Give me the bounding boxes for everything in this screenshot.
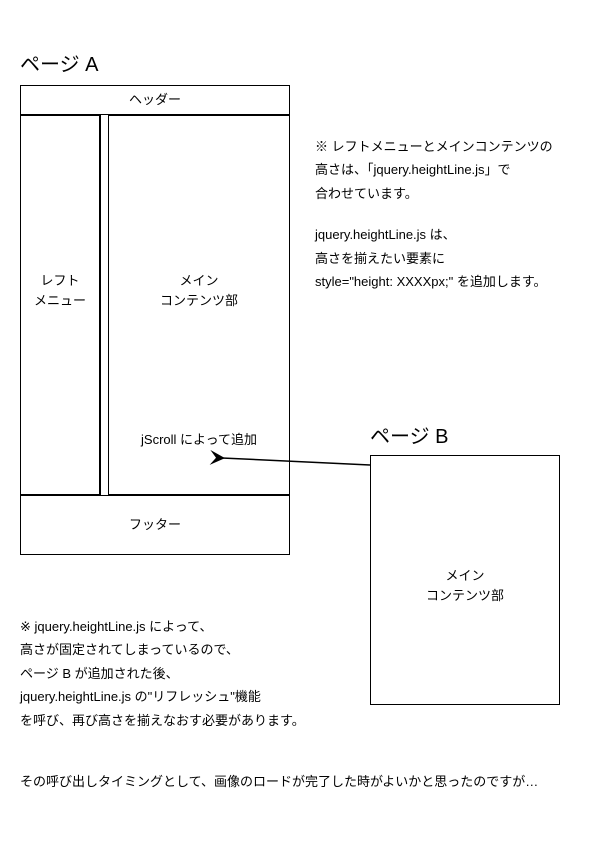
- diagram-canvas: ページ A ヘッダー レフト メニュー メイン コンテンツ部 jScroll に…: [0, 0, 595, 842]
- note-bottom-line3: ページ B が追加された後、: [20, 662, 340, 685]
- note-bottom-line4: jquery.heightLine.js の"リフレッシュ"機能: [20, 685, 340, 708]
- note-bottom-line5: を呼び、再び高さを揃えなおす必要があります。: [20, 709, 340, 732]
- note-bottom-line1: ※ jquery.heightLine.js によって、: [20, 615, 340, 638]
- note-bottom-line2: 高さが固定されてしまっているので、: [20, 638, 340, 661]
- note-final: その呼び出しタイミングとして、画像のロードが完了した時がよいかと思ったのですが…: [20, 770, 580, 793]
- note-bottom: ※ jquery.heightLine.js によって、 高さが固定されてしまっ…: [20, 615, 340, 732]
